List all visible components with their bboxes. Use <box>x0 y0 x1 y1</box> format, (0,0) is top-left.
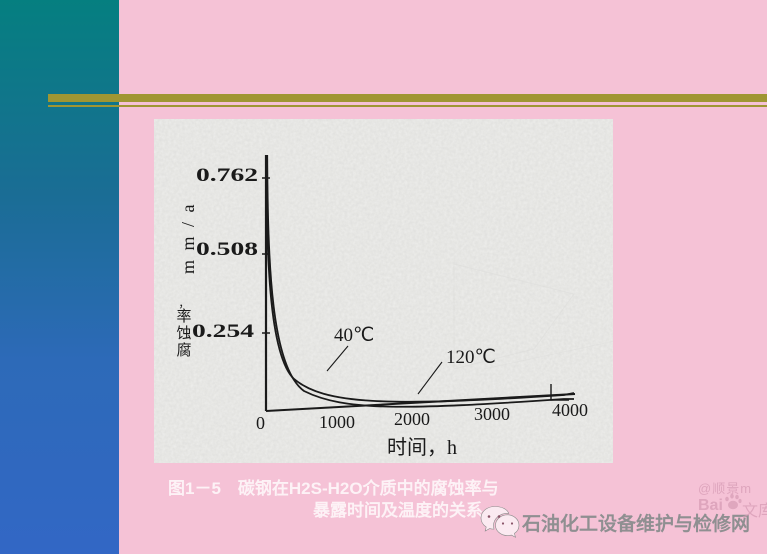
svg-text:腐: 腐 <box>176 341 191 359</box>
svg-text:率: 率 <box>176 308 191 325</box>
svg-text:0.508: 0.508 <box>196 239 258 260</box>
svg-text:0.254: 0.254 <box>192 321 255 342</box>
svg-text:时间，h: 时间，h <box>387 436 457 459</box>
svg-text:蚀: 蚀 <box>176 325 191 342</box>
svg-text:m m / a: m m / a <box>178 202 198 274</box>
svg-text:0: 0 <box>256 413 265 433</box>
svg-text:40℃: 40℃ <box>334 325 374 346</box>
svg-text:3000: 3000 <box>474 404 510 424</box>
svg-text:120℃: 120℃ <box>446 347 496 368</box>
svg-text:1000: 1000 <box>319 412 355 432</box>
svg-text:2000: 2000 <box>394 409 430 429</box>
svg-text:0.762: 0.762 <box>196 165 258 186</box>
svg-text:，: ， <box>179 298 190 310</box>
svg-text:4000: 4000 <box>552 400 588 420</box>
